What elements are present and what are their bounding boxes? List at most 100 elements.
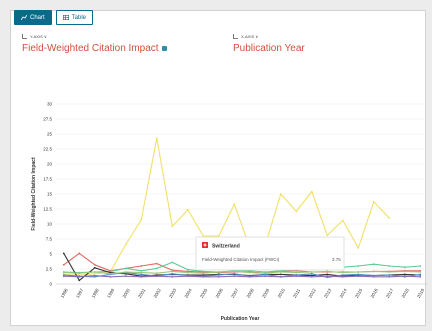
info-icon[interactable] [161, 46, 167, 51]
data-point [372, 275, 375, 278]
data-point [155, 272, 158, 275]
x-tick-label: 2001 [137, 287, 147, 299]
data-point [279, 273, 282, 276]
x-tick-label: 2000 [122, 287, 132, 299]
x-tick-label: 2004 [184, 287, 194, 299]
data-point [233, 203, 236, 206]
data-point [279, 193, 282, 195]
x-tick-label: 2013 [323, 287, 333, 299]
data-point [295, 275, 298, 278]
x-tick-label: 2017 [385, 287, 395, 299]
x-tick-label: 2010 [277, 287, 287, 299]
x-tick-label: 1999 [106, 287, 116, 299]
data-point [124, 271, 127, 273]
data-point [78, 252, 81, 255]
data-point [109, 275, 112, 278]
series-line [63, 261, 421, 274]
table-view-button[interactable]: Table [55, 10, 94, 25]
data-point [124, 243, 127, 246]
data-point [140, 218, 143, 221]
axis-icon [22, 34, 27, 39]
table-icon [62, 15, 69, 20]
data-point [248, 271, 251, 274]
y-tick-label: 20 [47, 162, 53, 167]
x-tick-label: 1997 [75, 287, 85, 299]
y-tick-label: 2.5 [46, 267, 53, 272]
data-point [155, 137, 158, 140]
data-point [78, 275, 81, 278]
x-tick-label: 2016 [370, 287, 380, 299]
series-line [63, 272, 421, 278]
x-tick-label: 2012 [308, 287, 318, 299]
data-point [171, 272, 174, 275]
data-point [217, 275, 220, 278]
data-point [186, 275, 189, 278]
x-tick-label: 2002 [153, 287, 163, 299]
data-point [233, 275, 236, 278]
y-axis-ticks: 0 2.5 5 7.5 10 12.5 15 17.5 20 22.5 25 27.5 30 [43, 102, 52, 287]
data-point [93, 263, 96, 266]
tooltip-value: 3.75 [332, 257, 341, 262]
data-point [140, 265, 143, 267]
data-point [295, 210, 298, 213]
data-point [202, 272, 205, 275]
data-point [93, 266, 96, 269]
data-point [357, 247, 360, 249]
series-line [63, 275, 421, 278]
data-point [155, 275, 158, 278]
data-point [233, 272, 236, 275]
axis-icon [233, 34, 238, 39]
y-tick-label: 0 [49, 282, 52, 287]
x-tick-label: 2005 [199, 287, 209, 299]
data-point [357, 271, 360, 273]
series-line [63, 270, 421, 275]
data-point [155, 267, 158, 270]
data-point [140, 269, 143, 272]
x-axis-title: Publication Year [221, 316, 260, 322]
tooltip: Switzerland Field-Weighted Citation Impa… [195, 236, 345, 271]
data-point [217, 271, 220, 273]
data-point [155, 262, 158, 265]
chart-view-button[interactable]: Chart [14, 10, 52, 25]
y-tick-label: 7.5 [46, 237, 53, 242]
x-tick-label: 2011 [292, 287, 301, 298]
data-point [295, 269, 298, 272]
data-point [372, 263, 375, 266]
data-point [124, 275, 127, 278]
data-point [202, 275, 205, 278]
y-tick-label: 5 [49, 252, 52, 257]
data-point [341, 274, 344, 276]
data-point [419, 265, 422, 267]
y-tick-label: 15 [47, 192, 53, 197]
y-axis-metric: Field-Weighted Citation Impact [22, 43, 159, 54]
data-point [93, 272, 96, 275]
data-point [388, 265, 391, 267]
data-point [62, 263, 65, 266]
line-chart-icon [21, 15, 27, 20]
data-point [233, 270, 236, 273]
data-point [403, 270, 406, 273]
x-tick-label: 2003 [168, 287, 178, 299]
x-axis-ticks: 1996 1997 1998 1999 2000 2001 2002 2003 2004 2005… [60, 287, 426, 299]
x-tick-label: 1998 [91, 287, 101, 299]
data-point [248, 269, 251, 272]
x-tick-label: 2006 [215, 287, 225, 299]
data-point [78, 272, 81, 275]
data-point [419, 273, 422, 276]
x-axis-selector[interactable]: X-AXIS ∨ Publication Year [233, 33, 305, 54]
data-point [171, 225, 174, 228]
data-point [403, 275, 406, 278]
grid-lines [56, 103, 428, 285]
flag-cross-v [204, 243, 206, 247]
y-axis-label: Y-AXIS ∨ [30, 34, 47, 39]
x-tick-label: 2007 [230, 287, 240, 299]
data-point [310, 275, 313, 278]
y-axis-selector[interactable]: Y-AXIS ∨ Field-Weighted Citation Impact [22, 33, 167, 54]
x-tick-label: 2015 [354, 287, 364, 299]
data-point [140, 271, 143, 274]
y-tick-label: 30 [47, 102, 53, 107]
data-point [93, 271, 96, 273]
data-point [388, 274, 391, 276]
data-point [403, 273, 406, 276]
